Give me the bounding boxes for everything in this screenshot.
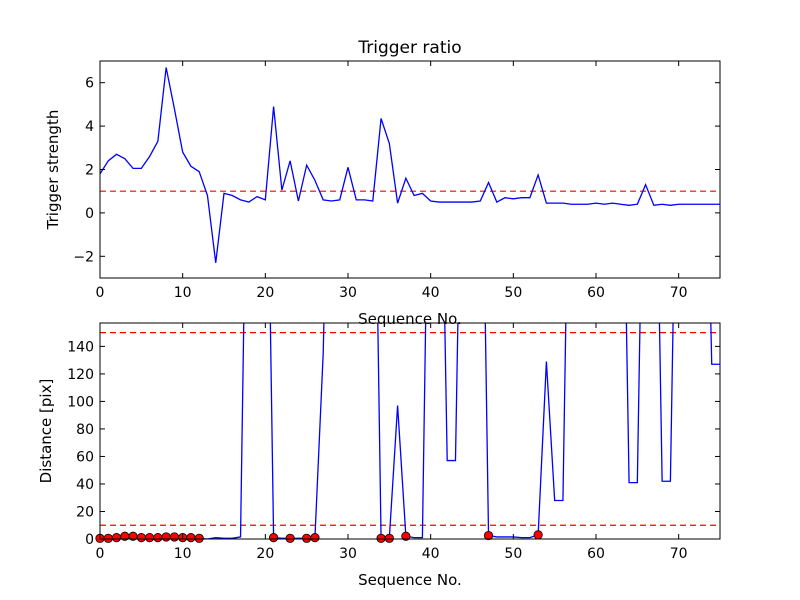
bottom-x-tick-label: 70 (670, 546, 688, 562)
bottom-x-tick-label: 20 (256, 546, 274, 562)
bottom-y-tick-label: 40 (76, 477, 94, 493)
top-clipped-series (100, 67, 720, 263)
top-axis-ticks: 0 10 20 30 40 50 60 70 −2 0 2 4 6 (73, 61, 720, 301)
bottom-data-point (401, 531, 411, 541)
bottom-data-point (285, 533, 295, 543)
bottom-y-tick-label: 80 (76, 422, 94, 438)
bottom-y-tick-label: 60 (76, 449, 94, 465)
bottom-x-axis-label: Sequence No. (358, 571, 462, 589)
top-x-axis-label: Sequence No. (358, 310, 462, 328)
bottom-x-tick-label: 60 (587, 546, 605, 562)
bottom-y-tick-label: 140 (67, 339, 94, 355)
bottom-x-tick-label: 50 (504, 546, 522, 562)
top-y-tick-label: 6 (85, 76, 94, 92)
bottom-x-tick-label: 30 (339, 546, 357, 562)
bottom-data-point (186, 533, 196, 543)
distance-panel: 0 10 20 30 40 50 60 70 0 20 40 60 80 100 120 140 Sequen… (37, 322, 721, 589)
top-x-tick-label: 40 (422, 285, 440, 301)
bottom-axis-ticks: 0 10 20 30 40 50 60 70 0 20 40 60 80 100 120 140 (67, 323, 720, 562)
top-x-tick-label: 60 (587, 285, 605, 301)
bottom-y-tick-label: 100 (67, 394, 94, 410)
bottom-data-point (136, 533, 146, 543)
top-x-tick-label: 20 (256, 285, 274, 301)
bottom-data-point (111, 533, 122, 543)
bottom-data-point (533, 530, 543, 540)
bottom-data-point (268, 533, 279, 543)
bottom-data-point (103, 533, 113, 543)
bottom-data-point (153, 533, 163, 543)
top-x-tick-label: 70 (670, 285, 688, 301)
bottom-data-point (483, 530, 494, 541)
top-y-tick-label: 0 (85, 206, 94, 222)
bottom-x-tick-label: 10 (174, 546, 192, 562)
top-y-tick-label: −2 (73, 249, 94, 265)
top-y-axis-label: Trigger strength (44, 110, 62, 231)
bottom-x-tick-label: 0 (96, 546, 105, 562)
bottom-y-tick-label: 20 (76, 504, 94, 520)
chart-title: Trigger ratio (357, 38, 461, 58)
bottom-data-point (145, 533, 155, 543)
top-series-line (100, 67, 720, 263)
bottom-axes-frame (99, 322, 721, 540)
bottom-y-tick-label: 0 (85, 532, 94, 548)
bottom-y-tick-label: 120 (67, 367, 94, 383)
bottom-data-point (310, 533, 320, 543)
bottom-data-point (302, 533, 312, 543)
trigger-ratio-panel: Trigger ratio 0 10 20 30 40 50 60 70 −2 0 2 4 6 Sequ… (44, 38, 721, 328)
top-x-tick-label: 30 (339, 285, 357, 301)
trigger-ratio-plot-area (100, 67, 720, 263)
top-x-tick-label: 10 (174, 285, 192, 301)
bottom-data-point (161, 532, 171, 542)
bottom-data-point (194, 533, 204, 543)
bottom-y-axis-label: Distance [pix] (37, 379, 55, 484)
bottom-data-point (376, 533, 386, 543)
bottom-data-point (384, 533, 394, 543)
bottom-data-point (169, 532, 179, 542)
top-x-tick-label: 0 (96, 285, 105, 301)
top-y-tick-label: 2 (85, 163, 94, 179)
top-y-tick-label: 4 (85, 119, 94, 135)
bottom-x-tick-label: 40 (422, 546, 440, 562)
top-x-tick-label: 50 (504, 285, 522, 301)
